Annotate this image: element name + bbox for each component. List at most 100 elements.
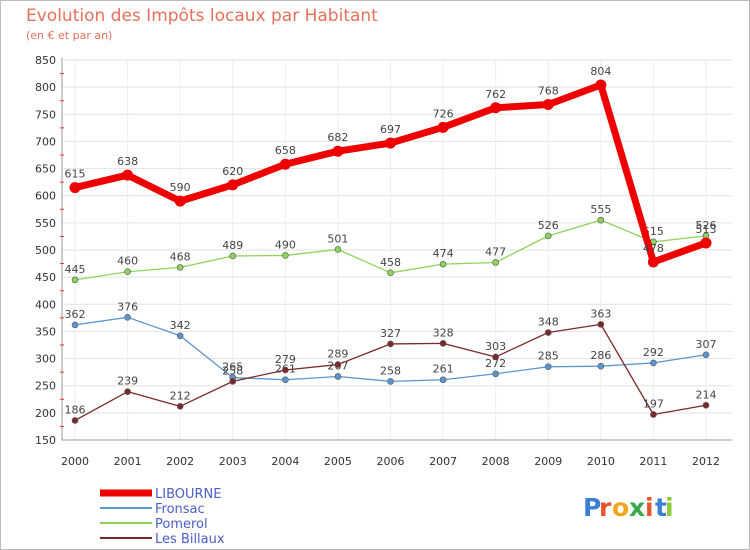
x-tick-label: 2006	[377, 455, 405, 468]
data-label: 474	[433, 247, 454, 260]
data-point	[122, 169, 134, 181]
x-tick-label: 2010	[587, 455, 615, 468]
data-label: 460	[117, 255, 138, 268]
x-tick-label: 2011	[639, 455, 667, 468]
data-point	[334, 373, 342, 380]
x-tick-label: 2001	[114, 455, 142, 468]
y-tick-label: 400	[35, 298, 56, 311]
data-point	[387, 378, 394, 385]
data-point	[124, 388, 131, 395]
data-label: 286	[590, 349, 611, 362]
y-tick-label: 250	[35, 380, 56, 393]
data-label: 289	[327, 348, 348, 361]
data-label: 261	[433, 363, 454, 376]
data-point	[437, 121, 449, 133]
data-label: 682	[327, 131, 348, 144]
data-point	[702, 351, 710, 359]
data-point	[385, 137, 396, 149]
data-point	[227, 179, 239, 191]
data-point	[544, 232, 552, 240]
data-label: 376	[117, 300, 138, 313]
proxiti-logo: Pr o x i ti	[583, 493, 674, 522]
data-point	[650, 359, 657, 367]
chart-title: Evolution des Impôts locaux par Habitant	[26, 6, 378, 26]
data-point	[650, 411, 657, 418]
data-label: 762	[485, 88, 506, 101]
data-point	[71, 276, 79, 284]
data-point	[69, 182, 81, 194]
y-tick-label: 750	[35, 108, 56, 121]
data-label: 265	[222, 361, 243, 374]
data-label: 186	[65, 403, 86, 416]
data-point	[544, 329, 552, 336]
data-point	[282, 376, 289, 384]
x-tick-label: 2000	[61, 455, 89, 468]
data-label: 307	[696, 338, 717, 351]
data-point	[176, 403, 184, 410]
data-point	[71, 417, 79, 424]
data-label: 658	[275, 144, 296, 157]
data-label: 490	[275, 238, 296, 251]
data-label: 590	[170, 181, 191, 194]
data-label: 272	[485, 357, 506, 370]
data-label: 279	[275, 353, 296, 366]
data-point	[702, 401, 710, 409]
data-label: 328	[433, 326, 454, 339]
chart-subtitle: (en € et par an)	[26, 29, 112, 42]
logo-letter: o	[612, 493, 629, 522]
logo-letter: x	[629, 493, 645, 522]
data-point	[595, 79, 607, 91]
data-point	[176, 264, 184, 271]
data-label: 362	[65, 308, 86, 321]
x-tick-label: 2008	[482, 455, 510, 468]
data-label: 348	[538, 316, 559, 329]
data-point	[334, 246, 342, 253]
data-point	[700, 237, 712, 249]
data-point	[542, 99, 554, 111]
data-point	[597, 321, 605, 328]
y-tick-label: 600	[35, 190, 56, 203]
data-label: 513	[696, 223, 717, 236]
data-point	[229, 252, 237, 260]
logo-letter: i	[645, 493, 654, 522]
legend-label: Fronsac	[155, 502, 205, 517]
data-point	[174, 195, 186, 207]
y-tick-label: 350	[35, 325, 56, 338]
data-point	[597, 216, 605, 224]
legend-label: LIBOURNE	[155, 487, 222, 502]
data-label: 197	[643, 397, 664, 410]
data-label: 697	[380, 123, 401, 136]
data-label: 212	[170, 389, 191, 402]
y-tick-label: 300	[35, 353, 56, 366]
data-label: 501	[327, 232, 348, 245]
data-label: 327	[380, 327, 401, 340]
data-point	[387, 269, 394, 277]
data-point	[439, 260, 447, 268]
data-point	[229, 378, 237, 385]
x-tick-label: 2002	[166, 455, 194, 468]
data-point	[647, 256, 659, 268]
data-point	[492, 370, 499, 378]
data-label: 445	[65, 263, 86, 276]
data-point	[492, 353, 499, 361]
data-point	[176, 332, 184, 340]
data-point	[124, 268, 131, 276]
data-label: 726	[433, 107, 454, 120]
data-label: 526	[696, 219, 717, 232]
legend-label: Les Billaux	[155, 532, 225, 547]
data-point	[490, 102, 502, 114]
y-tick-label: 800	[35, 81, 56, 94]
data-label: 526	[538, 219, 559, 232]
data-label: 239	[117, 375, 138, 388]
data-label: 258	[222, 364, 243, 377]
data-label: 620	[222, 165, 243, 178]
legend-label: Pomerol	[155, 517, 208, 532]
x-tick-label: 2007	[429, 455, 457, 468]
y-tick-label: 550	[35, 217, 56, 230]
data-label: 258	[380, 364, 401, 377]
y-tick-label: 150	[35, 434, 56, 447]
